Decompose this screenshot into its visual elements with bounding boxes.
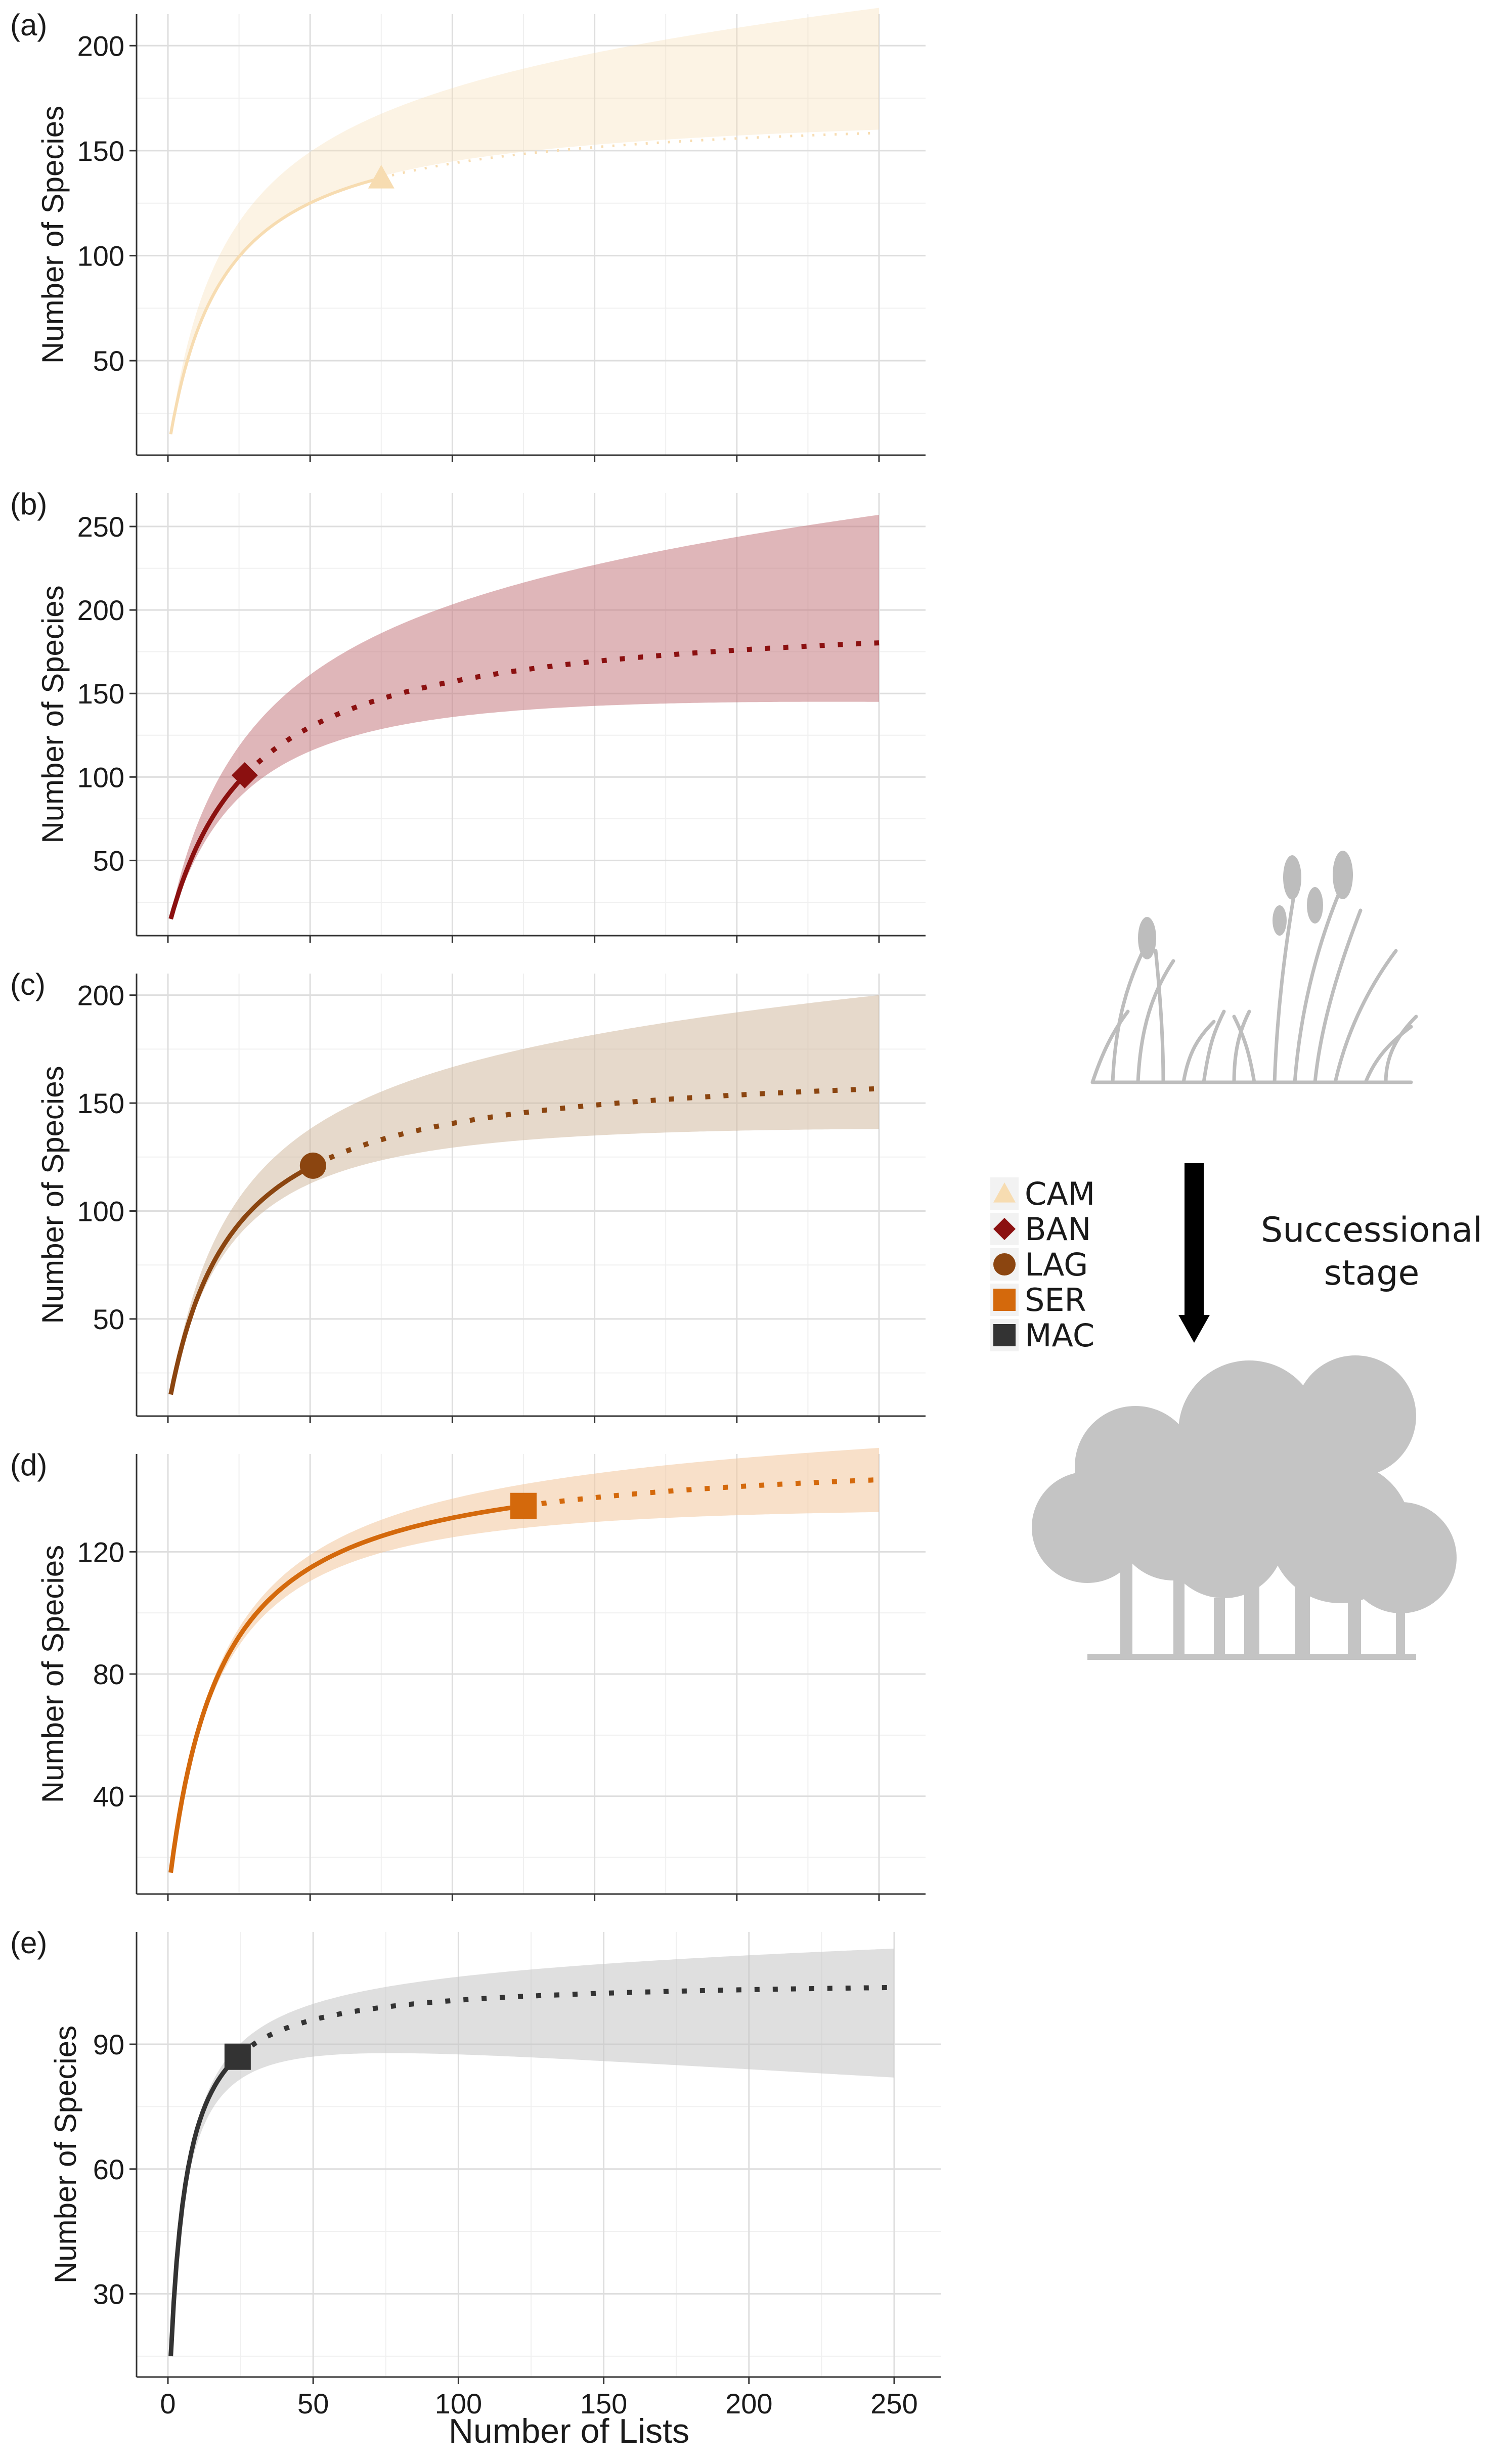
legend-diamond-icon [993, 1218, 1016, 1240]
observed-line [169, 177, 382, 435]
panel-label: (e) [10, 1926, 47, 1960]
legend-square-icon [993, 1324, 1016, 1346]
y-tick-label: 120 [77, 1536, 124, 1568]
x-tick-label: 0 [160, 2388, 176, 2419]
y-tick-label: 90 [93, 2029, 124, 2060]
y-tick-label: 150 [77, 135, 124, 167]
legend-label: SER [1025, 1282, 1086, 1318]
grass-seedhead [1333, 851, 1353, 899]
observed-line [168, 1163, 314, 1395]
arrow-down-icon [1178, 1315, 1210, 1343]
y-axis-title: Number of Species [36, 106, 70, 364]
legend-square-icon [993, 1289, 1016, 1311]
observed-point-marker [224, 2043, 251, 2070]
legend-label: MAC [1025, 1317, 1094, 1354]
grass-seedhead [1283, 855, 1301, 900]
observed-line [168, 1504, 524, 1873]
panel-lag: 50 100 150 200 Number of Species (c) [10, 967, 926, 1423]
y-tick-label: 100 [77, 240, 124, 272]
observed-point-marker [510, 1492, 537, 1519]
panel-label: (d) [10, 1448, 47, 1482]
grass-icon [1090, 851, 1418, 1084]
panel-label: (c) [10, 967, 46, 1001]
observed-point-marker [231, 762, 258, 789]
y-tick-label: 150 [77, 678, 124, 710]
panel-label: (a) [10, 8, 47, 42]
x-tick-label: 250 [870, 2388, 917, 2419]
grass-seedhead [1307, 887, 1323, 923]
panel-ban: 50 100 150 200 250 Number of Species (b) [10, 487, 926, 943]
grass-seedhead [1273, 905, 1287, 936]
y-axis-title: Number of Species [36, 1066, 70, 1324]
observed-line [168, 773, 247, 920]
y-tick-label: 100 [77, 1196, 124, 1227]
succession-indicator: Successional stage [1178, 1163, 1482, 1343]
observed-point-marker [299, 1152, 326, 1179]
y-tick-label: 30 [93, 2278, 124, 2310]
y-tick-label: 50 [93, 1303, 124, 1335]
y-axis-title: Number of Species [36, 585, 70, 843]
succession-label-line1: Successional [1261, 1210, 1482, 1250]
x-tick-label: 200 [725, 2388, 772, 2419]
y-axis-title: Number of Species [49, 2026, 82, 2283]
legend-label: BAN [1025, 1211, 1091, 1248]
legend-triangle-icon [993, 1182, 1016, 1203]
panel-label: (b) [10, 487, 47, 521]
y-tick-label: 50 [93, 345, 124, 377]
y-tick-label: 40 [93, 1781, 124, 1813]
y-tick-label: 150 [77, 1087, 124, 1119]
succession-label-line2: stage [1324, 1253, 1420, 1293]
x-axis-title: Number of Lists [449, 2412, 689, 2450]
legend-label: LAG [1025, 1246, 1088, 1283]
y-tick-label: 200 [77, 980, 124, 1011]
y-tick-label: 80 [93, 1658, 124, 1690]
ci-ribbon [170, 514, 880, 919]
panel-mac: 30 60 90 0 50 100 150 200 250 Number of Species (e… [10, 1926, 941, 2419]
y-tick-label: 250 [77, 511, 124, 543]
grass-seedhead [1138, 917, 1156, 959]
ci-ribbon [170, 1948, 895, 2356]
y-tick-label: 200 [77, 30, 124, 62]
y-tick-label: 100 [77, 761, 124, 793]
y-tick-label: 200 [77, 594, 124, 626]
x-tick-label: 50 [297, 2388, 329, 2419]
ci-ribbon [170, 8, 880, 434]
arrow-shaft [1185, 1163, 1204, 1320]
ci-ribbon [170, 995, 880, 1395]
y-tick-label: 60 [93, 2153, 124, 2185]
panel-cam: 50 100 150 200 Number of Species (a) [10, 8, 926, 462]
y-axis-title: Number of Species [36, 1545, 70, 1803]
forest-icon [1032, 1355, 1457, 1660]
y-tick-label: 50 [93, 845, 124, 876]
legend-circle-icon [993, 1253, 1016, 1275]
observed-point-marker [368, 164, 394, 189]
x-tick-label: 100 [435, 2388, 482, 2419]
ci-ribbon [170, 1447, 880, 1873]
legend-label: CAM [1025, 1175, 1095, 1212]
x-tick-label: 150 [580, 2388, 627, 2419]
